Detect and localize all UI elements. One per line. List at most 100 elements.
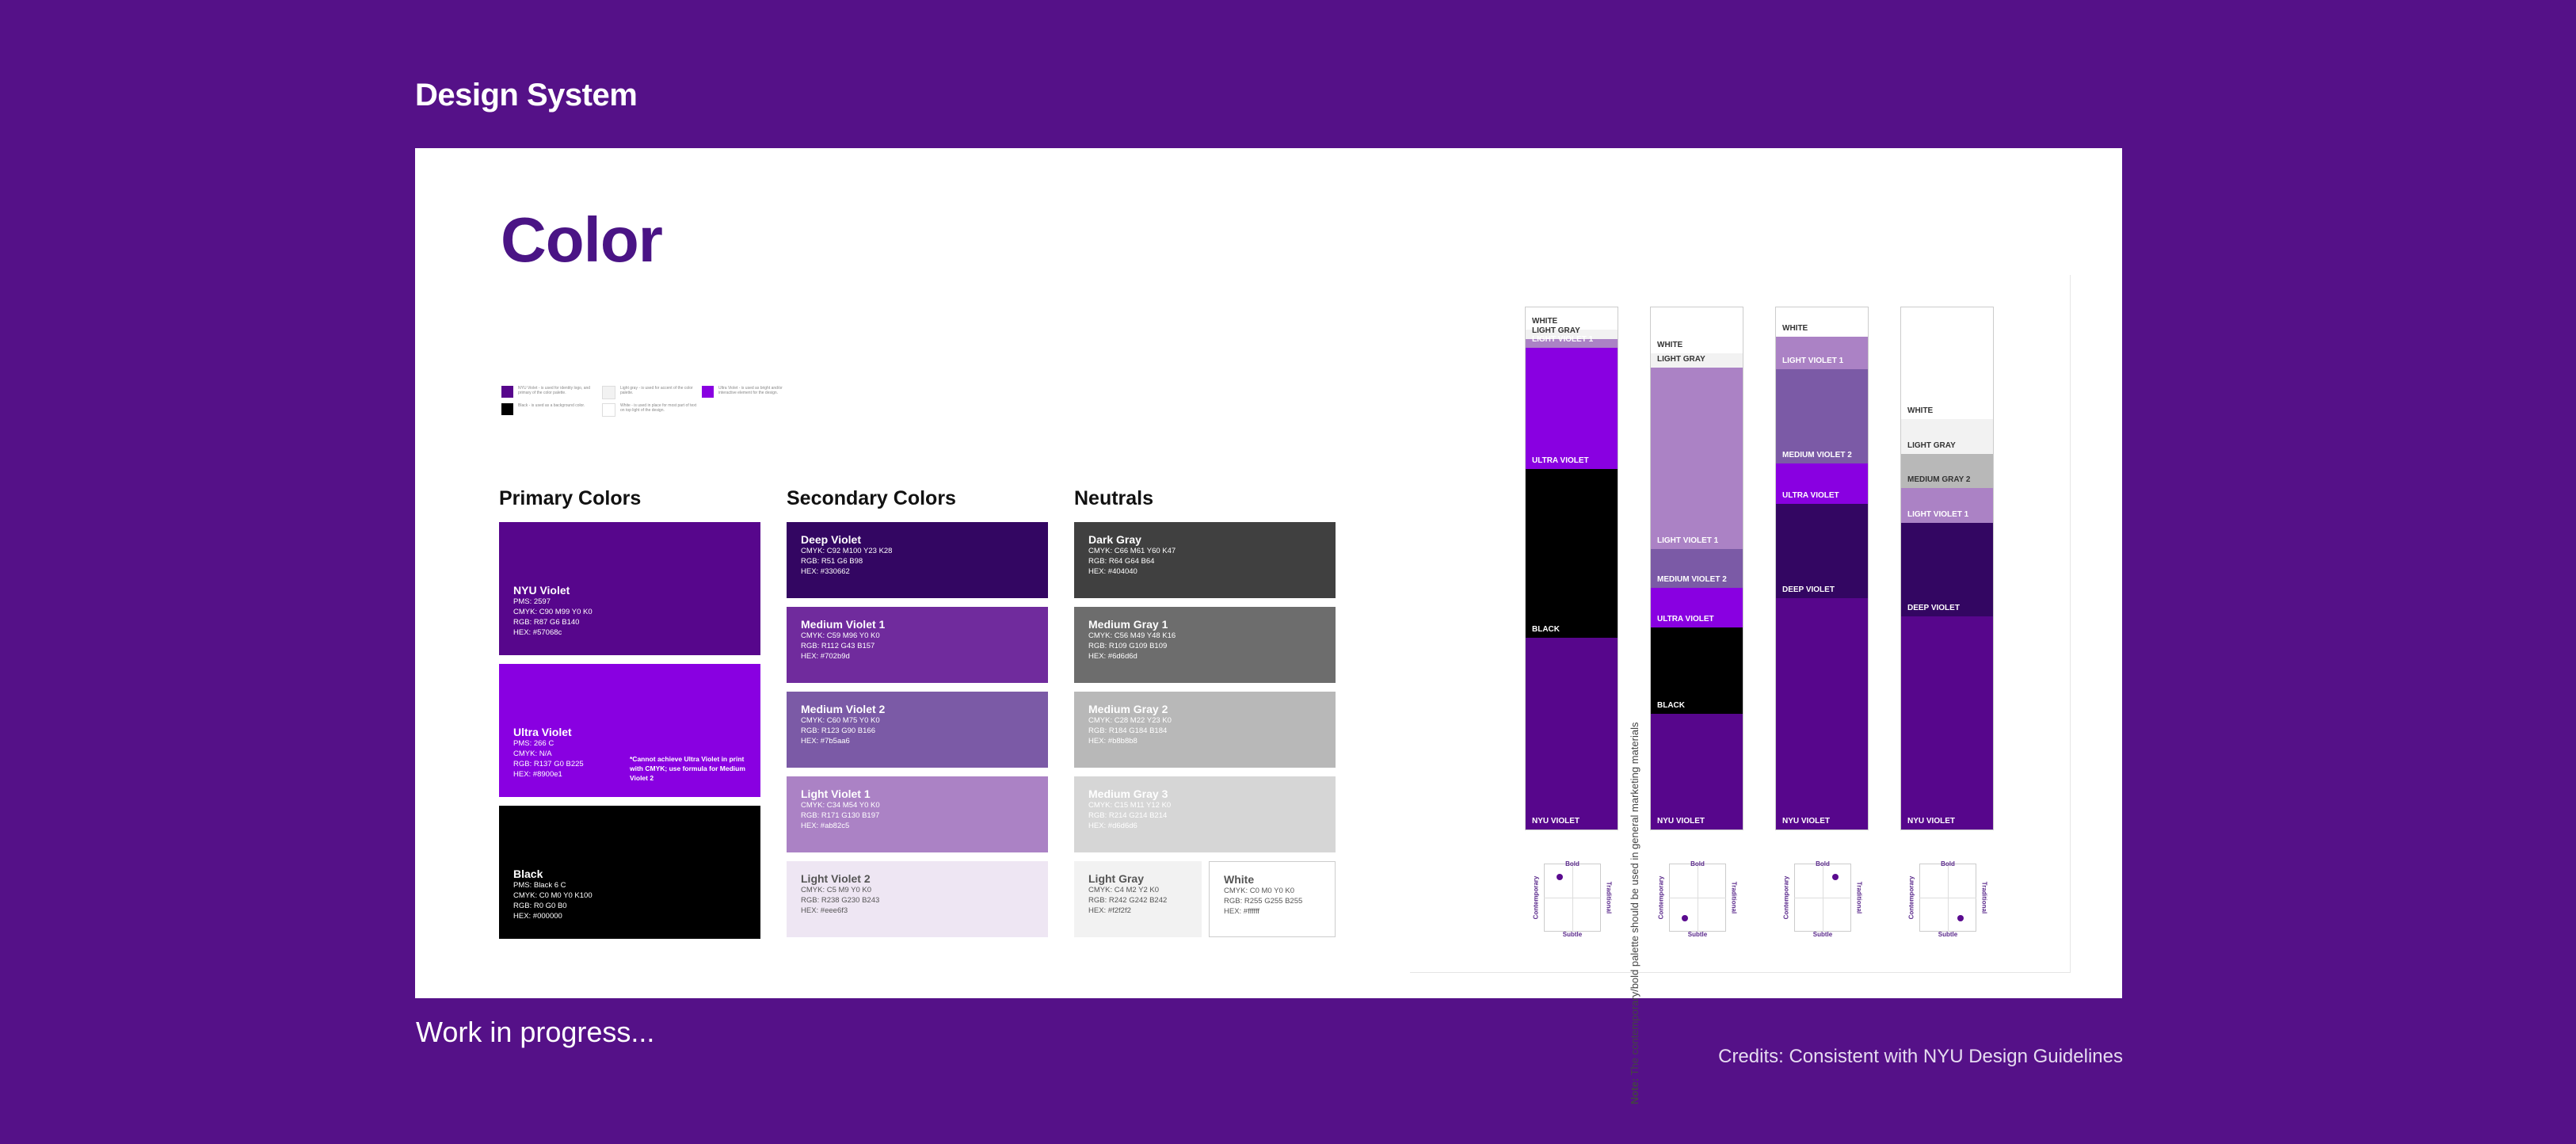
color-swatch-medium-gray-1: Medium Gray 1 CMYK: C56 M49 Y48 K16 RGB: R… bbox=[1074, 607, 1336, 683]
legend-text: White - is used in place for most part o… bbox=[620, 403, 697, 413]
palette-column: WHITE LIGHT VIOLET 1 MEDIUM VIOLET 2 ULTRA … bbox=[1775, 307, 1869, 830]
palette-segment-light-gray: LIGHT GRAY bbox=[1526, 326, 1618, 339]
legend-text: Light gray - is used for accent of the c… bbox=[620, 386, 693, 395]
legend-swatch bbox=[602, 403, 615, 417]
quadrant-dot bbox=[1682, 914, 1689, 921]
legend-text: Ultra Violet - is used as bright and/or … bbox=[718, 386, 783, 395]
neutrals-title: Neutrals bbox=[1074, 487, 1154, 509]
positioning-quadrant: Bold Subtle Contemporary Traditional bbox=[1781, 857, 1863, 940]
legend-item: Light gray - is used for accent of the c… bbox=[602, 386, 697, 399]
palette-segment-label: WHITE bbox=[1657, 341, 1683, 349]
quadrant-label-right: Traditional bbox=[1855, 881, 1863, 914]
quadrant-label-left: Contemporary bbox=[1657, 875, 1665, 920]
quadrant-label-right: Traditional bbox=[1605, 881, 1613, 914]
color-swatch-dark-gray: Dark Gray CMYK: C66 M61 Y60 K47 RGB: R64 G… bbox=[1074, 522, 1336, 598]
color-swatch-medium-gray-2: Medium Gray 2 CMYK: C28 M22 Y23 K0 RGB: R1… bbox=[1074, 692, 1336, 768]
palette-note: Note: The contemporary/bold palette shou… bbox=[1629, 399, 1648, 1104]
swatch-name: Medium Gray 2 bbox=[1088, 703, 1168, 715]
legend-item: Ultra Violet - is used as bright and/or … bbox=[702, 386, 797, 398]
color-swatch-light-violet-2: Light Violet 2 CMYK: C5 M9 Y0 K0 RGB: R238… bbox=[787, 861, 1048, 937]
swatch-spec: HEX: #eee6f3 bbox=[801, 906, 848, 915]
color-swatch-nyu-violet: NYU Violet PMS: 2597 CMYK: C90 M99 Y0 K0 RG… bbox=[499, 522, 760, 655]
palette-segment-light-violet-1: LIGHT VIOLET 1 bbox=[1776, 336, 1868, 370]
color-swatch-light-gray: Light Gray CMYK: C4 M2 Y2 K0 RGB: R242 G24… bbox=[1074, 861, 1202, 937]
quadrant-dot bbox=[1957, 914, 1964, 921]
swatch-spec: HEX: #7b5aa6 bbox=[801, 737, 850, 746]
swatch-spec: PMS: Black 6 C bbox=[513, 881, 566, 890]
swatch-spec: RGB: R51 G6 B98 bbox=[801, 557, 863, 566]
page-title: Color bbox=[501, 204, 663, 275]
swatch-spec: RGB: R184 G184 B184 bbox=[1088, 726, 1168, 735]
palette-segment-label: MEDIUM GRAY 2 bbox=[1907, 475, 1971, 484]
swatch-spec: RGB: R214 G214 B214 bbox=[1088, 811, 1168, 820]
legend-swatch bbox=[702, 386, 714, 398]
legend-swatch bbox=[501, 403, 513, 415]
swatch-spec: RGB: R255 G255 B255 bbox=[1224, 897, 1303, 906]
swatch-name: Black bbox=[513, 868, 543, 880]
palette-segment-deep-violet: DEEP VIOLET bbox=[1901, 522, 1993, 617]
color-swatch-white: White CMYK: C0 M0 Y0 K0 RGB: R255 G255 B25… bbox=[1209, 861, 1336, 937]
swatch-spec: HEX: #d6d6d6 bbox=[1088, 822, 1137, 830]
swatch-spec: CMYK: C15 M11 Y12 K0 bbox=[1088, 801, 1172, 810]
color-swatch-light-violet-1: Light Violet 1 CMYK: C34 M54 Y0 K0 RGB: R1… bbox=[787, 776, 1048, 852]
quadrant-label-top: Bold bbox=[1690, 860, 1705, 868]
palette-panel: Note: The contemporary/bold palette shou… bbox=[1410, 275, 2071, 1104]
color-swatch-black: Black PMS: Black 6 C CMYK: C0 M0 Y0 K100 RG… bbox=[499, 806, 760, 939]
palette-segment-label: LIGHT VIOLET 1 bbox=[1782, 357, 1844, 366]
quadrant-label-left: Contemporary bbox=[1532, 875, 1540, 920]
swatch-spec: CMYK: C28 M22 Y23 K0 bbox=[1088, 716, 1172, 725]
swatch-name: Medium Gray 3 bbox=[1088, 787, 1168, 800]
quadrant-label-bottom: Subtle bbox=[1938, 931, 1958, 938]
swatch-spec: CMYK: C90 M99 Y0 K0 bbox=[513, 608, 593, 616]
swatch-spec: RGB: R112 G43 B157 bbox=[801, 642, 875, 650]
palette-segment-label: NYU VIOLET bbox=[1532, 817, 1580, 826]
swatch-name: Medium Violet 1 bbox=[801, 618, 886, 631]
swatch-spec: CMYK: C34 M54 Y0 K0 bbox=[801, 801, 880, 810]
swatch-spec: HEX: #ffffff bbox=[1224, 907, 1260, 916]
palette-segment-label: NYU VIOLET bbox=[1657, 816, 1705, 826]
palette-segment-label: ULTRA VIOLET bbox=[1782, 491, 1839, 501]
palette-segment-nyu-violet: NYU VIOLET bbox=[1526, 637, 1618, 830]
swatch-spec: PMS: 2597 bbox=[513, 597, 551, 606]
swatch-spec: HEX: #000000 bbox=[513, 912, 562, 921]
swatch-name: NYU Violet bbox=[513, 584, 570, 597]
swatch-spec: RGB: R0 G0 B0 bbox=[513, 902, 567, 910]
swatch-spec: CMYK: C60 M75 Y0 K0 bbox=[801, 716, 880, 725]
palette-segment-label: LIGHT GRAY bbox=[1657, 354, 1705, 364]
palette-segment-label: NYU VIOLET bbox=[1782, 816, 1831, 826]
swatch-name: Light Gray bbox=[1088, 872, 1145, 885]
palette-segment-ultra-violet: ULTRA VIOLET bbox=[1776, 463, 1868, 505]
swatch-note: *Cannot achieve Ultra Violet in print wi… bbox=[630, 755, 745, 782]
palette-segment-nyu-violet: NYU VIOLET bbox=[1901, 616, 1993, 829]
quadrant-label-top: Bold bbox=[1816, 860, 1830, 868]
swatch-name: Deep Violet bbox=[801, 533, 861, 546]
palette-segment-label: NYU VIOLET bbox=[1907, 816, 1956, 826]
color-legend: NYU Violet - is used for identity logo, … bbox=[501, 386, 802, 433]
color-card: Color NYU Violet - is used for identity … bbox=[415, 148, 2122, 1104]
palette-segment-label: LIGHT VIOLET 1 bbox=[1907, 509, 1969, 519]
quadrant-label-left: Contemporary bbox=[1907, 875, 1915, 920]
work-in-progress: Work in progress... bbox=[416, 1016, 655, 1048]
palette-segment-light-violet-1: LIGHT VIOLET 1 bbox=[1651, 367, 1743, 550]
swatch-spec: HEX: #f2f2f2 bbox=[1088, 906, 1131, 915]
color-swatch-deep-violet: Deep Violet CMYK: C92 M100 Y23 K28 RGB: R5… bbox=[787, 522, 1048, 598]
swatch-spec: HEX: #404040 bbox=[1088, 567, 1137, 576]
palette-segment-deep-violet: DEEP VIOLET bbox=[1776, 504, 1868, 598]
quadrant-label-left: Contemporary bbox=[1782, 875, 1790, 920]
quadrant-label-bottom: Subtle bbox=[1562, 931, 1583, 938]
swatch-spec: CMYK: C92 M100 Y23 K28 bbox=[801, 547, 893, 555]
swatch-name: Medium Violet 2 bbox=[801, 703, 886, 715]
swatch-spec: HEX: #702b9d bbox=[801, 652, 850, 661]
legend-swatch bbox=[602, 386, 615, 399]
quadrant-label-top: Bold bbox=[1941, 860, 1955, 868]
swatch-spec: RGB: R242 G242 B242 bbox=[1088, 896, 1168, 905]
palette-column: WHITE LIGHT GRAY MEDIUM GRAY 2 LIGHT VIOLET… bbox=[1900, 307, 1994, 830]
swatch-spec: CMYK: C59 M96 Y0 K0 bbox=[801, 631, 880, 640]
palette-segment-white: WHITE bbox=[1901, 307, 1993, 419]
palette-note-bold: Note: bbox=[1629, 1077, 1640, 1104]
quadrant-label-right: Traditional bbox=[1730, 881, 1738, 914]
palette-segment-label: LIGHT VIOLET 1 bbox=[1532, 335, 1594, 345]
swatch-spec: RGB: R109 G109 B109 bbox=[1088, 642, 1168, 650]
palette-segment-ultra-violet: ULTRA VIOLET bbox=[1651, 588, 1743, 627]
legend-item: White - is used in place for most part o… bbox=[602, 403, 697, 417]
